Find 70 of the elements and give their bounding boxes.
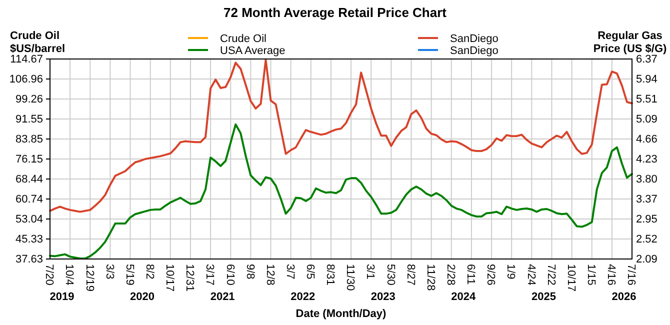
text: 2021 [210,291,235,303]
x-tick-label: 11/28 [424,264,436,291]
y2-tick-label: 6.37 [636,54,658,66]
y2-tick-label: 2.09 [636,254,658,266]
x-tick-label: 3/7 [284,264,296,280]
y2-tick-label: 2.95 [636,213,658,226]
x-tick-label: 6/10 [224,264,236,286]
text: 2026 [612,291,636,303]
legend-label: SanDiego [450,45,498,57]
text: 2024 [451,291,477,303]
x-tick-label: 5/19 [123,264,136,286]
y-tick-label: 83.85 [15,134,43,146]
y2-tick-label: 2.52 [636,233,658,246]
x-tick-label: 12/31 [184,264,196,292]
x-tick-label: 9/26 [484,264,497,286]
text: 2020 [130,291,155,303]
x-tick-label: 10/17 [164,264,176,292]
text: 2025 [531,291,556,303]
x-tick-label: 2/28 [444,264,457,286]
y-tick-label: 53.04 [15,214,43,226]
x-tick-label: 7/22 [544,264,557,286]
line-series [49,123,633,260]
legend-label: SanDiego [450,33,498,45]
x-tick-label: 12/19 [83,264,96,292]
y-tick-label: 99.26 [15,94,43,106]
x-tick-label: 1/9 [504,264,517,280]
x-tick-label: 3/17 [204,264,216,286]
y-tick-label: 37.63 [15,254,43,266]
x-tick-label: 11/30 [344,264,356,291]
x-tick-label: 1/15 [585,264,598,286]
x-tick-label: 8/2 [143,264,156,280]
y2-tick-label: 4.66 [636,133,658,146]
y2-tick-label: 3.80 [636,174,658,186]
y-tick-label: 106.96 [9,74,43,86]
x-tick-label: 8/31 [324,264,336,286]
y2-tick-label: 5.94 [636,74,658,86]
x-tick-label: 10/4 [63,264,76,286]
y-tick-label: 91.55 [15,114,43,126]
x-tick-label: 12/8 [264,264,276,286]
y2-tick-label: 4.23 [636,154,658,166]
x-axis-title: Date (Month/Day) [296,308,387,320]
y-tick-label: 68.44 [15,174,43,186]
x-tick-label: 4/16 [605,264,618,286]
y2-tick-label: 5.51 [636,94,658,106]
x-tick-label: 8/27 [404,264,416,286]
chart-title: 72 Month Average Retail Price Chart [224,5,448,20]
legend-label: Crude Oil [220,33,266,45]
text: 2019 [50,291,74,303]
x-tick-label: 6/5 [304,264,316,280]
x-tick-label: 3/1 [364,264,376,280]
y-tick-label: 76.15 [15,154,43,166]
x-tick-label: 7/16 [625,264,638,286]
text: 2022 [290,291,316,303]
x-tick-label: 9/8 [244,264,256,280]
y2-tick-label: 5.09 [636,113,658,126]
text: 2023 [370,291,396,303]
y2-axis-title: Regular Gas Price (US $/G) [593,30,668,55]
y-axis-title: Crude Oil $US/barrel [10,30,66,55]
x-tick-label: 5/30 [384,264,396,286]
x-tick-label: 7/20 [43,264,56,286]
y-tick-label: 114.67 [10,54,43,66]
y2-tick-label: 3.37 [636,194,658,206]
x-tick-label: 10/17 [564,264,577,292]
y-tick-label: 60.74 [15,194,43,206]
x-tick-label: 3/3 [103,264,116,280]
line-series [49,58,633,213]
x-tick-label: 6/11 [464,264,477,285]
legend-label: USA Average [220,45,286,57]
y-tick-label: 45.33 [15,234,43,246]
x-tick-label: 4/24 [524,264,537,286]
